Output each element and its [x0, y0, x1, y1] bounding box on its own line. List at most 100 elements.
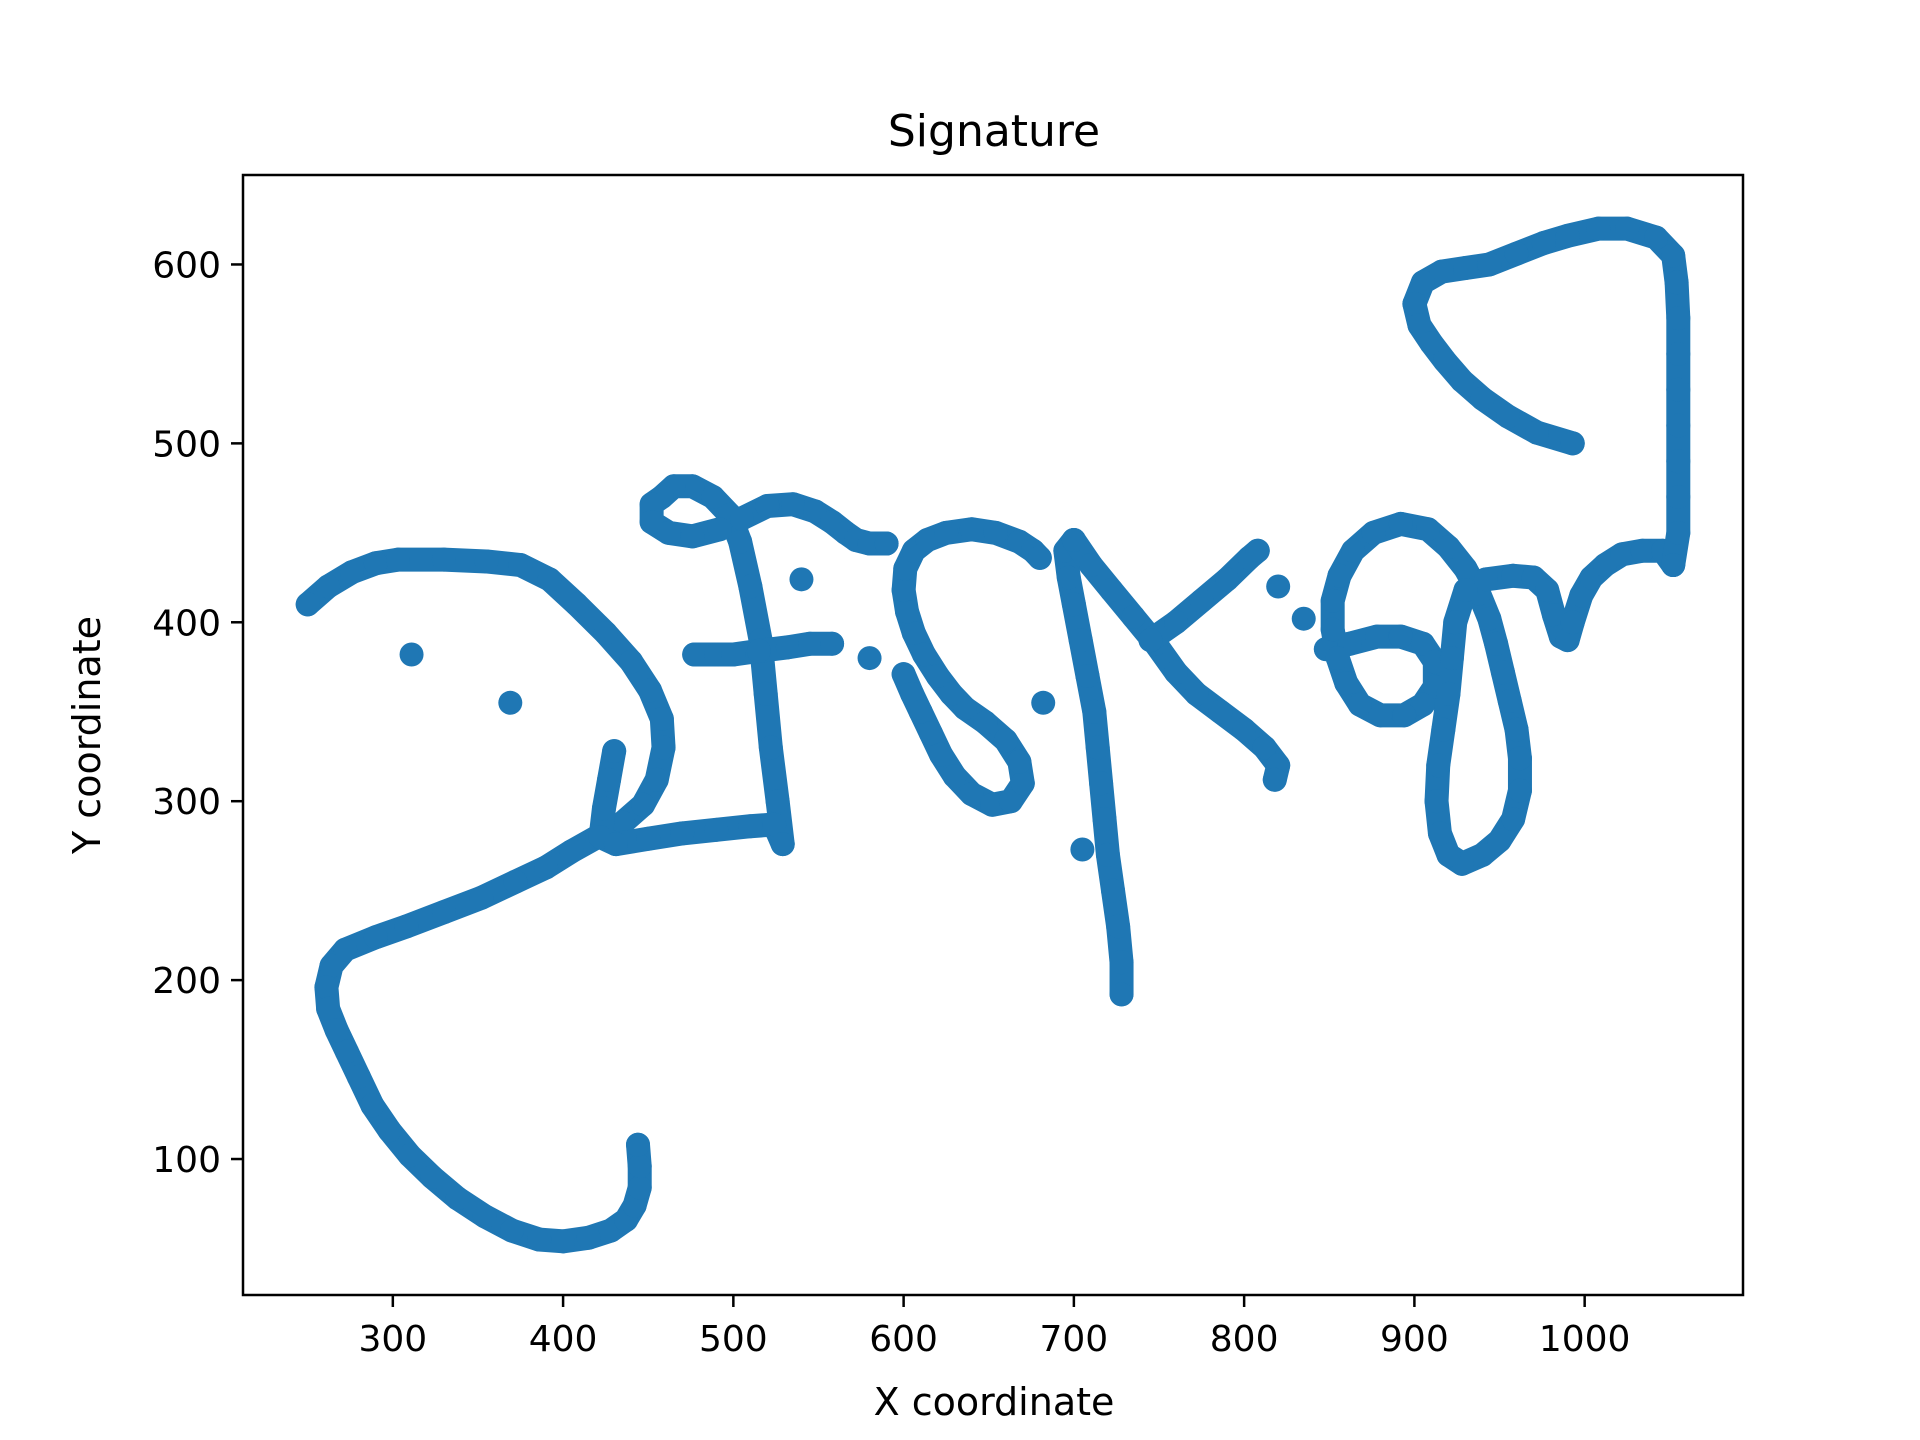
- data-point: [1426, 753, 1451, 778]
- data-point: [626, 1132, 651, 1157]
- data-point: [1436, 681, 1461, 706]
- data-point: [891, 662, 916, 687]
- data-point: [1484, 631, 1509, 656]
- data-point: [551, 1229, 576, 1254]
- data-point: [1078, 553, 1103, 578]
- data-point: [656, 520, 681, 545]
- data-point: [500, 1218, 525, 1243]
- data-point: [993, 728, 1018, 753]
- data-point: [1262, 767, 1287, 792]
- data-point: [394, 914, 419, 939]
- data-point: [1427, 821, 1452, 846]
- data-point: [1501, 563, 1526, 588]
- data-point: [1666, 306, 1691, 331]
- data-point: [1392, 703, 1417, 728]
- data-point: [797, 631, 822, 656]
- data-point: [1075, 663, 1100, 688]
- data-point: [602, 739, 627, 764]
- data-point: [627, 1154, 652, 1179]
- y-tick-label: 400: [152, 603, 221, 644]
- data-point: [397, 1143, 422, 1168]
- data-point: [1325, 646, 1350, 671]
- data-point: [780, 492, 805, 517]
- data-point: [597, 767, 622, 792]
- data-point: [631, 792, 656, 817]
- data-point: [1436, 535, 1461, 560]
- x-tick-label: 400: [529, 1319, 598, 1360]
- data-point: [1664, 270, 1689, 295]
- data-point: [959, 782, 984, 807]
- data-point: [895, 599, 920, 624]
- data-point: [980, 792, 1005, 817]
- data-point: [498, 690, 523, 715]
- data-point: [1109, 950, 1134, 975]
- data-point: [1504, 717, 1529, 742]
- y-axis-label: Y coordinate: [65, 616, 109, 855]
- data-point: [474, 549, 499, 574]
- data-point: [1245, 538, 1270, 563]
- data-point: [1429, 259, 1454, 284]
- data-point: [295, 592, 320, 617]
- data-point: [765, 789, 790, 814]
- data-point: [942, 764, 967, 789]
- data-point: [1232, 717, 1257, 742]
- data-point: [1487, 828, 1512, 853]
- data-point: [1666, 449, 1691, 474]
- data-point: [762, 812, 787, 837]
- data-point: [1347, 692, 1372, 717]
- data-point: [399, 642, 424, 667]
- data-point: [1215, 567, 1240, 592]
- data-point: [651, 735, 676, 760]
- data-point: [983, 520, 1008, 545]
- data-point: [893, 556, 918, 581]
- data-point: [918, 721, 943, 746]
- data-point: [1061, 527, 1086, 552]
- data-point: [377, 1118, 402, 1143]
- y-tick-label: 100: [152, 1140, 221, 1181]
- data-point: [339, 560, 364, 585]
- data-point: [1666, 520, 1691, 545]
- data-point: [346, 1064, 371, 1089]
- data-point: [644, 767, 669, 792]
- data-point: [1082, 699, 1107, 724]
- data-point: [627, 1175, 652, 1200]
- data-point: [1504, 241, 1529, 266]
- data-point: [758, 735, 783, 760]
- data-point: [1402, 291, 1427, 316]
- data-point: [1410, 631, 1435, 656]
- data-point: [680, 524, 705, 549]
- data-point: [1410, 270, 1435, 295]
- data-point: [1439, 646, 1464, 671]
- data-point: [1661, 243, 1686, 268]
- x-axis-label: X coordinate: [874, 1380, 1115, 1424]
- data-point: [1327, 563, 1352, 588]
- data-point: [1101, 878, 1126, 903]
- data-point: [1291, 606, 1316, 631]
- data-point: [593, 621, 618, 646]
- data-point: [670, 821, 695, 846]
- signature-marks: [295, 216, 1691, 1254]
- data-point: [1473, 567, 1498, 592]
- data-point: [912, 642, 937, 667]
- data-point: [385, 547, 410, 572]
- data-point: [901, 621, 926, 646]
- data-point: [1189, 588, 1214, 613]
- data-point: [915, 527, 940, 552]
- data-point: [314, 975, 339, 1000]
- data-point: [1453, 578, 1478, 603]
- data-point: [700, 485, 725, 510]
- x-tick-label: 600: [869, 1319, 938, 1360]
- data-point: [1477, 606, 1502, 631]
- x-tick-label: 500: [699, 1319, 768, 1360]
- y-axis-ticks: 100 200 300 400 500 600: [152, 245, 243, 1181]
- data-point: [1560, 610, 1585, 635]
- data-point: [503, 869, 528, 894]
- data-point: [1661, 553, 1686, 578]
- data-point: [934, 520, 959, 545]
- data-point: [1569, 583, 1594, 608]
- data-point: [1092, 807, 1117, 832]
- data-point: [1070, 837, 1095, 862]
- plot-frame: [241, 173, 1745, 1297]
- data-point: [1431, 717, 1456, 742]
